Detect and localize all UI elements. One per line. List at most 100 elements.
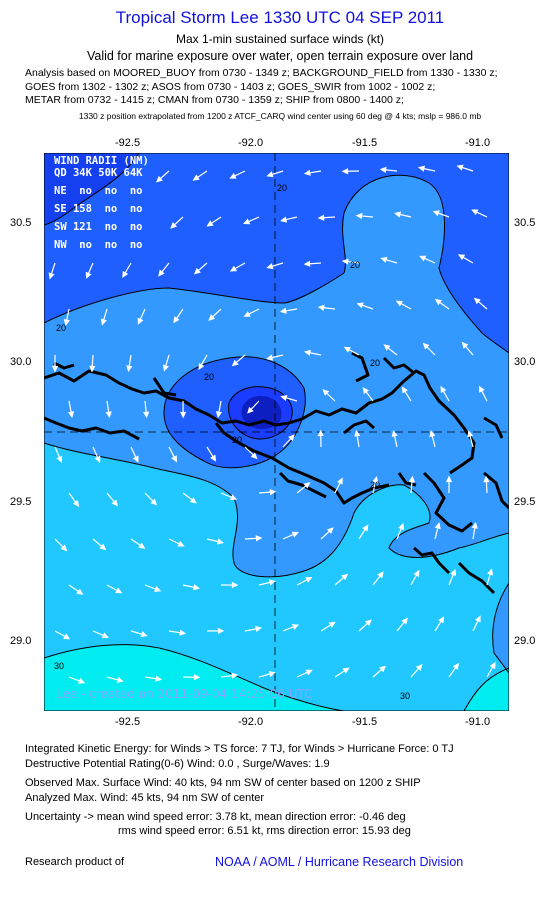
- uncertainty-line-2: rms wind speed error: 6.51 kt, rms direc…: [118, 825, 411, 837]
- wind-arrow-head: [303, 482, 311, 489]
- wind-arrow-head: [171, 455, 177, 463]
- wind-radii-table: WIND RADII (NM) QD 34K 50K 64K NE no no …: [54, 155, 149, 251]
- wind-arrow-head: [422, 342, 430, 350]
- wind-arrow-head: [255, 535, 263, 542]
- analysis-line: Analysis based on MOORED_BUOY from 0730 …: [25, 67, 498, 79]
- wind-arrow-head: [101, 632, 109, 639]
- wind-arrow-head: [143, 411, 150, 419]
- analyzed-max-wind: Analyzed Max. Wind: 45 kts, 94 nm SW of …: [25, 792, 265, 804]
- wind-arrow-head: [362, 387, 369, 395]
- wind-arrow-head: [126, 365, 133, 373]
- wind-arrow-head: [250, 452, 258, 460]
- lat-tick-left: 29.0: [10, 635, 32, 647]
- lat-tick-right: 30.5: [514, 217, 536, 229]
- contour-label: 20: [350, 260, 360, 270]
- wind-arrow-head: [467, 430, 474, 438]
- wind-vectors: [48, 164, 496, 684]
- wind-arrow-head: [154, 585, 162, 592]
- wind-arrow-head: [76, 588, 84, 595]
- lat-tick-right: 29.0: [514, 635, 536, 647]
- wind-arrow-head: [215, 411, 223, 419]
- wind-arrow-head: [78, 677, 86, 684]
- wind-band-40-plus: [241, 396, 282, 429]
- wind-arrow-head: [487, 568, 494, 576]
- contour-label: 30: [54, 661, 64, 671]
- wind-arrow-head: [140, 631, 148, 638]
- wind-arrow-head: [158, 269, 165, 277]
- wind-arrow-head: [483, 475, 490, 483]
- wind-arrow-head: [231, 581, 239, 589]
- research-org-link[interactable]: NOAA / AOML / Hurricane Research Divisio…: [215, 855, 464, 869]
- wind-arrow-head: [362, 524, 369, 532]
- wind-arrow-head: [379, 166, 387, 174]
- wind-arrow-head: [355, 212, 363, 220]
- wind-arrow-head: [51, 365, 59, 373]
- wind-arrow-head: [208, 314, 216, 321]
- wind-arrow-head: [471, 521, 478, 529]
- wind-arrow-head: [291, 624, 300, 630]
- wind-arrow-head: [364, 619, 372, 627]
- center-crosshair: [44, 153, 509, 711]
- wind-radii-columns: QD 34K 50K 64K: [54, 167, 143, 179]
- valid-exposure-line: Valid for marine exposure over water, op…: [86, 49, 474, 63]
- wind-arrow-head: [192, 174, 200, 181]
- lat-tick-left: 30.0: [10, 356, 32, 368]
- wind-arrow-head: [317, 214, 325, 221]
- wind-arrow-head: [383, 344, 391, 351]
- wind-arrow-head: [372, 476, 379, 484]
- wind-arrow-head: [317, 304, 325, 311]
- contour-label: 30: [400, 691, 410, 701]
- wind-arrow-head: [155, 175, 163, 183]
- wind-arrow-head: [269, 489, 277, 496]
- wind-arrow-head: [413, 569, 420, 577]
- wind-arrow-head: [111, 499, 118, 507]
- wind-arrow-head: [341, 258, 349, 265]
- wind-arrow-head: [231, 672, 239, 679]
- research-label: Research product of: [25, 856, 125, 868]
- wind-arrow-head: [391, 430, 398, 438]
- analysis-line: METAR from 0732 - 1415 z; CMAN from 0730…: [25, 94, 404, 106]
- lat-tick-right: 29.5: [514, 496, 536, 508]
- wind-arrow-head: [247, 406, 254, 414]
- wind-arrow-head: [266, 354, 274, 361]
- wind-arrow-head: [268, 671, 276, 678]
- wind-arrow-head: [303, 260, 311, 267]
- wind-arrow-head: [461, 341, 469, 349]
- wind-arrow-head: [72, 500, 80, 508]
- wind-map: 20 20 20 20 20 20 20 30 30 WIND RADII (N…: [44, 153, 509, 711]
- wind-radii-row: SW 121 no no: [54, 221, 143, 233]
- wind-arrow-head: [432, 210, 440, 217]
- wind-arrow-head: [341, 573, 349, 581]
- lat-tick-right: 30.0: [514, 356, 536, 368]
- wind-arrow-head: [155, 675, 163, 682]
- position-note: 1330 z position extrapolated from 1200 z…: [78, 111, 482, 121]
- lon-tick-bottom: -92.0: [238, 716, 264, 728]
- wind-band-30-plus: [44, 153, 139, 225]
- contour-lines: [44, 153, 509, 711]
- wind-arrow-head: [452, 662, 460, 670]
- wind-arrow-head: [434, 298, 442, 306]
- wind-arrow-head: [291, 531, 299, 538]
- analysis-line: GOES from 1302 - 1302 z; ASOS from 0730 …: [25, 80, 436, 93]
- wind-arrow-head: [193, 584, 201, 591]
- wind-arrow-head: [395, 300, 403, 307]
- wind-arrow-head: [229, 494, 238, 501]
- wind-arrow-head: [456, 164, 464, 171]
- creation-watermark: Lee - created on 2011-09-04 14:25:06 UTC: [56, 687, 313, 701]
- wind-arrow-head: [440, 385, 447, 394]
- lat-tick-left: 30.5: [10, 217, 32, 229]
- wind-arrow-head: [450, 568, 456, 577]
- lat-tick-left: 29.5: [10, 496, 32, 508]
- wind-arrow-head: [170, 222, 178, 229]
- contour-label: 20: [370, 358, 380, 368]
- wind-arrow-head: [229, 265, 238, 272]
- wind-radii-header: WIND RADII (NM): [54, 155, 149, 167]
- wind-arrow-head: [266, 263, 274, 270]
- observed-max-wind: Observed Max. Surface Wind: 40 kts, 94 n…: [25, 777, 421, 789]
- wind-arrow-head: [63, 633, 71, 640]
- wind-arrow-head: [415, 664, 423, 671]
- wind-arrow-head: [210, 454, 217, 462]
- wind-arrow-head: [150, 498, 158, 506]
- wind-arrow-head: [478, 385, 485, 393]
- wind-arrow-head: [419, 255, 427, 262]
